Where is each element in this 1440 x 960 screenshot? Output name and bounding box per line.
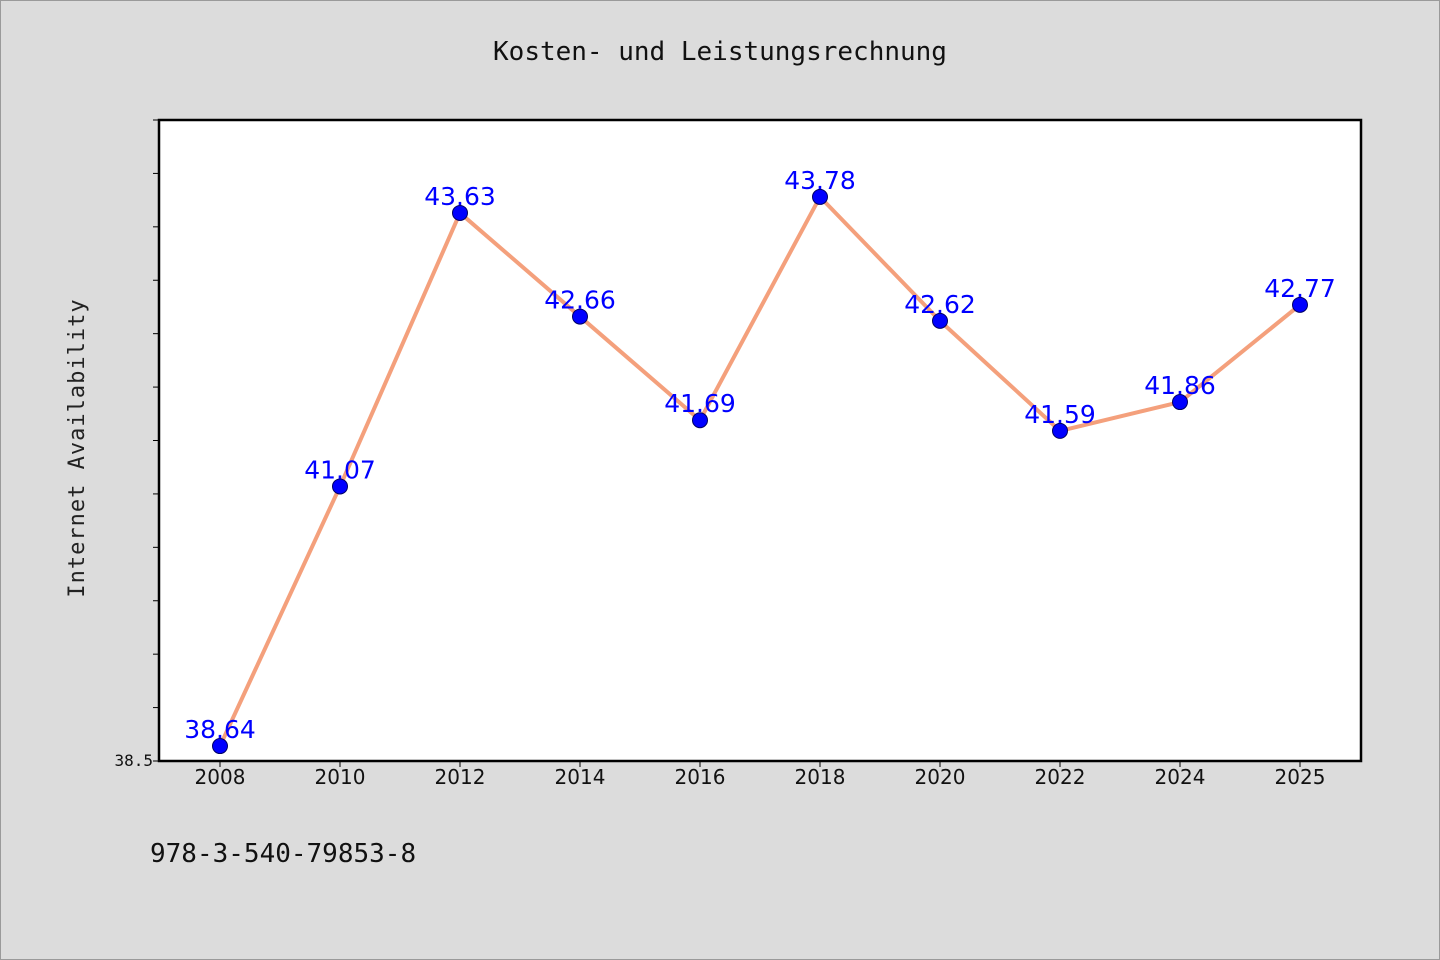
data-label: 41.07: [304, 455, 376, 484]
x-tick-label: 2025: [1275, 765, 1326, 789]
y-tick-label: 38.5: [114, 751, 153, 770]
data-label: 43.63: [424, 182, 496, 211]
x-tick-label: 2008: [195, 765, 246, 789]
series-line: [218, 194, 1302, 749]
data-point: [1052, 422, 1068, 439]
x-tick-label: 2020: [915, 765, 966, 789]
data-label: 42.62: [904, 290, 976, 319]
data-label: 41.69: [664, 389, 736, 418]
data-label: 41.86: [1144, 371, 1216, 400]
y-axis-label: Internet Availability: [65, 298, 90, 597]
data-labels: 38.64 41.07 43.63 42.66 41.69 43.78 42.62 41.59…: [184, 166, 1336, 744]
plot-area: [159, 120, 1361, 761]
x-tick-label: 2024: [1155, 765, 1206, 789]
plot-frame: [157, 118, 1363, 763]
series-layer: [212, 188, 1308, 755]
x-tick-label: 2012: [435, 765, 486, 789]
data-label: 42.66: [544, 286, 616, 315]
x-tick-label: 2014: [555, 765, 606, 789]
x-tick-label: 2010: [315, 765, 366, 789]
data-point: [812, 188, 828, 205]
data-label: 38.64: [184, 715, 256, 744]
x-tick-label: 2022: [1035, 765, 1086, 789]
data-point: [452, 204, 468, 221]
data-point: [1172, 394, 1188, 411]
data-label: 43.78: [784, 166, 856, 195]
data-point: [332, 478, 348, 495]
footer-isbn: 978-3-540-79853-8: [150, 839, 416, 869]
axis-ticks: 38.5 2008 2010 2012 2014 2016 2018 2020 2022 2024…: [114, 119, 1326, 789]
data-point: [572, 308, 588, 325]
data-point: [212, 738, 228, 755]
chart-title: Kosten- und Leistungsrechnung: [493, 37, 947, 67]
x-tick-label: 2018: [795, 765, 846, 789]
data-point: [1292, 296, 1308, 313]
data-point: [692, 412, 708, 429]
data-point: [932, 312, 948, 329]
data-label: 42.77: [1264, 274, 1336, 303]
x-tick-label: 2016: [675, 765, 726, 789]
data-label: 41.59: [1024, 400, 1096, 429]
